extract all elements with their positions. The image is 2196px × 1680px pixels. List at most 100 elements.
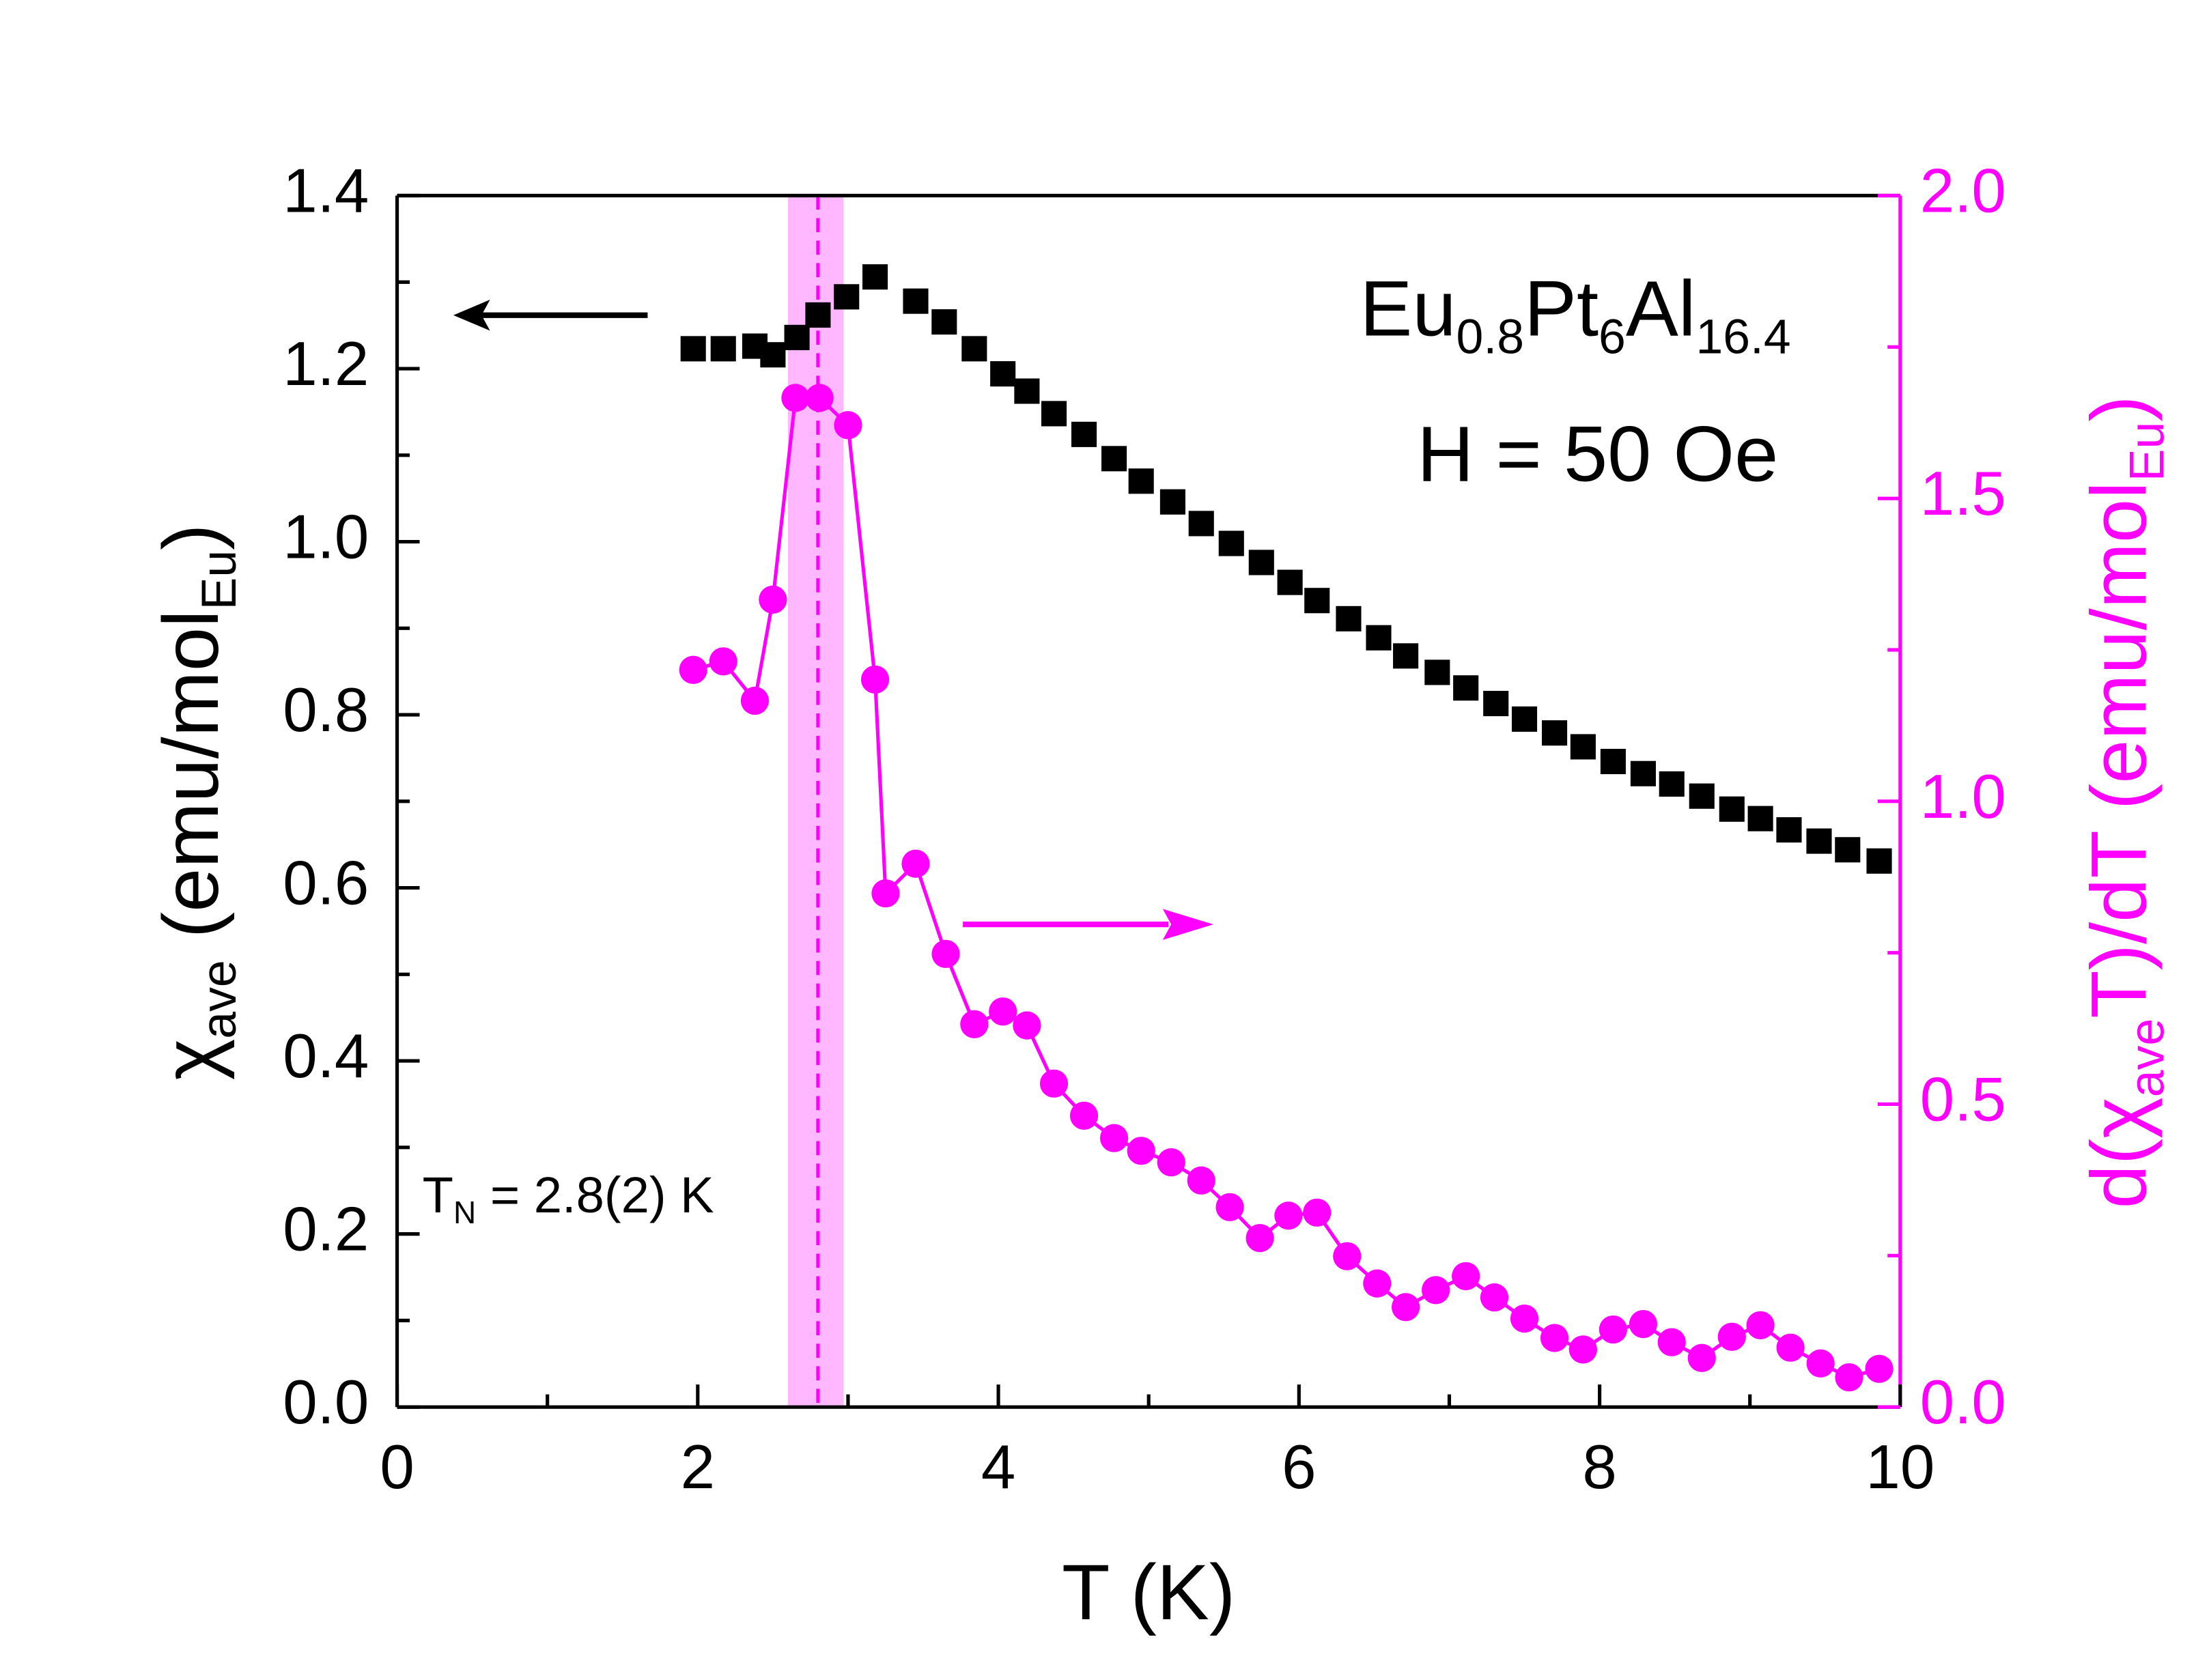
- y2-axis-label-part: Eu: [2120, 422, 2174, 482]
- square-marker: [1014, 378, 1040, 404]
- y2-axis-label-part: d(χ: [2076, 1097, 2163, 1208]
- transition-label: TN = 2.8(2) K: [423, 1167, 714, 1230]
- y-tick-label: 1.4: [283, 156, 369, 225]
- square-marker: [1689, 783, 1715, 809]
- circle-marker: [709, 647, 737, 676]
- transition-band: [787, 195, 844, 1408]
- x-tick-label: 0: [380, 1433, 414, 1502]
- square-marker: [1041, 401, 1067, 427]
- y-tick-label: 0.4: [283, 1022, 369, 1091]
- square-marker: [834, 284, 860, 310]
- y-axis-label-part: ): [147, 524, 235, 550]
- square-marker: [1630, 760, 1656, 786]
- circle-marker: [960, 1010, 989, 1038]
- square-marker: [784, 324, 810, 350]
- compound-label-part: Pt: [1524, 266, 1599, 353]
- circle-marker: [1363, 1269, 1392, 1298]
- square-marker: [1304, 588, 1330, 614]
- circle-marker: [871, 879, 900, 908]
- data-layer: [679, 264, 1894, 1392]
- y2-tick-label: 2.0: [1920, 156, 2006, 225]
- y-axis-label-part: Eu: [192, 550, 247, 610]
- square-marker: [862, 264, 888, 290]
- square-marker: [710, 336, 736, 362]
- y2-tick-label: 1.0: [1920, 763, 2006, 831]
- circle-marker: [805, 384, 834, 412]
- circle-marker: [1274, 1201, 1303, 1230]
- circle-marker: [1245, 1223, 1274, 1253]
- square-marker: [1248, 550, 1274, 575]
- circle-marker: [1746, 1311, 1775, 1339]
- circle-marker: [1422, 1276, 1450, 1305]
- compound-label: Eu0.8Pt6Al16.4: [1360, 266, 1790, 364]
- circle-marker: [1510, 1304, 1539, 1333]
- square-marker: [931, 309, 957, 335]
- square-marker: [1453, 675, 1479, 701]
- square-marker: [1747, 806, 1773, 831]
- right-arrow-head: [1162, 909, 1214, 940]
- y-tick-label: 0.8: [283, 676, 369, 745]
- circle-marker: [1069, 1101, 1099, 1130]
- square-marker: [760, 342, 786, 368]
- y-tick-label: 0.6: [283, 849, 369, 918]
- circle-marker: [931, 939, 960, 969]
- x-tick-label: 2: [681, 1433, 715, 1502]
- circle-marker: [1599, 1315, 1628, 1344]
- square-marker: [1424, 659, 1450, 685]
- square-marker: [961, 336, 987, 362]
- y-tick-label: 0.0: [283, 1368, 369, 1437]
- field-label: H = 50 Oe: [1417, 410, 1778, 498]
- y2-axis-label-part: T)/dT (emu/mol: [2076, 481, 2163, 1019]
- circle-marker: [1865, 1354, 1894, 1383]
- square-marker: [1866, 848, 1892, 874]
- compound-label-part: 0.8: [1456, 310, 1524, 365]
- circle-marker: [834, 411, 862, 440]
- square-marker: [1600, 748, 1626, 775]
- circle-marker: [860, 665, 890, 694]
- circle-marker: [1687, 1343, 1716, 1372]
- compound-label-part: Al: [1626, 266, 1696, 353]
- y-axis-label-part: χ: [147, 1039, 235, 1081]
- y2-axis-label-part: ave: [2120, 1019, 2174, 1097]
- compound-label-part: 16.4: [1695, 310, 1790, 365]
- background-layer: [787, 195, 844, 1408]
- left-arrow-head: [453, 300, 490, 331]
- x-tick-label: 4: [981, 1433, 1015, 1502]
- circle-marker: [1717, 1322, 1746, 1351]
- circle-marker: [1187, 1166, 1215, 1195]
- circle-marker: [989, 997, 1017, 1026]
- y-axis-label-part: (emu/mol: [147, 610, 235, 960]
- circle-marker: [1776, 1333, 1805, 1362]
- square-marker: [1366, 625, 1392, 651]
- x-axis-label: T (K): [1062, 1549, 1235, 1636]
- circle-marker: [1039, 1069, 1069, 1098]
- square-marker: [1542, 720, 1568, 746]
- y2-tick-label: 0.5: [1920, 1065, 2006, 1134]
- square-marker: [1570, 734, 1596, 760]
- circle-marker: [1835, 1363, 1863, 1392]
- square-marker: [1128, 468, 1154, 494]
- circle-marker: [679, 655, 707, 684]
- square-marker: [1336, 606, 1362, 631]
- compound-label-part: 6: [1599, 310, 1626, 365]
- square-marker: [1188, 511, 1214, 537]
- y-axis-label: χave (emu/molEu): [147, 524, 246, 1080]
- circle-marker: [1657, 1328, 1686, 1356]
- circle-marker: [1099, 1124, 1129, 1152]
- circle-marker: [1013, 1011, 1041, 1040]
- square-marker: [1806, 828, 1832, 854]
- circle-marker: [1333, 1242, 1362, 1270]
- y2-tick-label: 0.0: [1920, 1368, 2006, 1437]
- square-marker: [680, 336, 706, 362]
- circle-marker: [1806, 1349, 1835, 1378]
- circle-marker: [1157, 1148, 1185, 1177]
- y-tick-label: 0.2: [283, 1195, 369, 1264]
- y2-tick-label: 1.5: [1920, 459, 2006, 528]
- transition-label-part: T: [423, 1167, 453, 1223]
- circle-marker: [1452, 1262, 1480, 1291]
- square-marker: [805, 302, 831, 328]
- y-tick-label: 1.0: [283, 502, 369, 571]
- circle-marker: [759, 585, 787, 614]
